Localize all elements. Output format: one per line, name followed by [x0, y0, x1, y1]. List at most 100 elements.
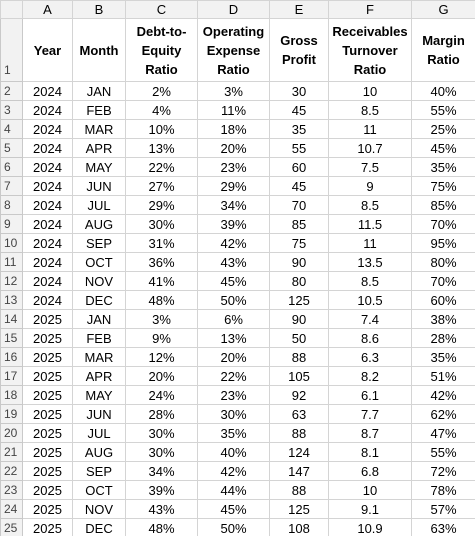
cell-margin-ratio[interactable]: 78%	[411, 480, 475, 500]
header-cell-year[interactable]: Year	[22, 18, 73, 82]
header-cell-debt-to-equity-ratio[interactable]: Debt-to- Equity Ratio	[125, 18, 198, 82]
row-number[interactable]: 16	[0, 347, 23, 367]
cell-margin-ratio[interactable]: 38%	[411, 309, 475, 329]
cell-month[interactable]: JUL	[72, 423, 126, 443]
row-number[interactable]: 8	[0, 195, 23, 215]
cell-margin-ratio[interactable]: 85%	[411, 195, 475, 215]
cell-month[interactable]: NOV	[72, 499, 126, 519]
column-header-e[interactable]: E	[269, 0, 329, 19]
cell-operating-expense-ratio[interactable]: 3%	[197, 81, 270, 101]
cell-gross-profit[interactable]: 125	[269, 290, 329, 310]
cell-debt-to-equity-ratio[interactable]: 31%	[125, 233, 198, 253]
cell-margin-ratio[interactable]: 60%	[411, 290, 475, 310]
cell-receivables-turnover-ratio[interactable]: 11	[328, 233, 412, 253]
header-cell-gross-profit[interactable]: Gross Profit	[269, 18, 329, 82]
cell-receivables-turnover-ratio[interactable]: 7.5	[328, 157, 412, 177]
header-cell-margin-ratio[interactable]: Margin Ratio	[411, 18, 475, 82]
cell-debt-to-equity-ratio[interactable]: 41%	[125, 271, 198, 291]
row-number[interactable]: 7	[0, 176, 23, 196]
cell-operating-expense-ratio[interactable]: 23%	[197, 157, 270, 177]
cell-year[interactable]: 2025	[22, 461, 73, 481]
cell-margin-ratio[interactable]: 51%	[411, 366, 475, 386]
cell-margin-ratio[interactable]: 70%	[411, 271, 475, 291]
cell-operating-expense-ratio[interactable]: 35%	[197, 423, 270, 443]
cell-month[interactable]: FEB	[72, 328, 126, 348]
cell-gross-profit[interactable]: 90	[269, 252, 329, 272]
cell-operating-expense-ratio[interactable]: 43%	[197, 252, 270, 272]
cell-gross-profit[interactable]: 88	[269, 480, 329, 500]
cell-gross-profit[interactable]: 30	[269, 81, 329, 101]
cell-debt-to-equity-ratio[interactable]: 12%	[125, 347, 198, 367]
cell-margin-ratio[interactable]: 42%	[411, 385, 475, 405]
cell-operating-expense-ratio[interactable]: 30%	[197, 404, 270, 424]
cell-operating-expense-ratio[interactable]: 11%	[197, 100, 270, 120]
cell-debt-to-equity-ratio[interactable]: 30%	[125, 214, 198, 234]
row-number[interactable]: 25	[0, 518, 23, 536]
cell-debt-to-equity-ratio[interactable]: 13%	[125, 138, 198, 158]
cell-receivables-turnover-ratio[interactable]: 8.7	[328, 423, 412, 443]
cell-year[interactable]: 2024	[22, 119, 73, 139]
cell-month[interactable]: AUG	[72, 442, 126, 462]
cell-debt-to-equity-ratio[interactable]: 4%	[125, 100, 198, 120]
row-number[interactable]: 22	[0, 461, 23, 481]
cell-receivables-turnover-ratio[interactable]: 7.7	[328, 404, 412, 424]
cell-gross-profit[interactable]: 90	[269, 309, 329, 329]
cell-year[interactable]: 2024	[22, 214, 73, 234]
cell-gross-profit[interactable]: 63	[269, 404, 329, 424]
cell-debt-to-equity-ratio[interactable]: 30%	[125, 423, 198, 443]
cell-margin-ratio[interactable]: 57%	[411, 499, 475, 519]
header-cell-operating-expense-ratio[interactable]: Operating Expense Ratio	[197, 18, 270, 82]
cell-operating-expense-ratio[interactable]: 45%	[197, 271, 270, 291]
cell-gross-profit[interactable]: 45	[269, 176, 329, 196]
cell-receivables-turnover-ratio[interactable]: 6.3	[328, 347, 412, 367]
column-header-b[interactable]: B	[72, 0, 126, 19]
cell-month[interactable]: JUN	[72, 176, 126, 196]
cell-debt-to-equity-ratio[interactable]: 48%	[125, 518, 198, 536]
cell-month[interactable]: SEP	[72, 233, 126, 253]
cell-month[interactable]: OCT	[72, 480, 126, 500]
cell-year[interactable]: 2025	[22, 442, 73, 462]
cell-margin-ratio[interactable]: 70%	[411, 214, 475, 234]
cell-operating-expense-ratio[interactable]: 50%	[197, 518, 270, 536]
cell-gross-profit[interactable]: 60	[269, 157, 329, 177]
cell-margin-ratio[interactable]: 95%	[411, 233, 475, 253]
cell-margin-ratio[interactable]: 72%	[411, 461, 475, 481]
cell-margin-ratio[interactable]: 45%	[411, 138, 475, 158]
row-number[interactable]: 5	[0, 138, 23, 158]
cell-receivables-turnover-ratio[interactable]: 8.1	[328, 442, 412, 462]
cell-debt-to-equity-ratio[interactable]: 22%	[125, 157, 198, 177]
cell-month[interactable]: OCT	[72, 252, 126, 272]
cell-operating-expense-ratio[interactable]: 34%	[197, 195, 270, 215]
row-number[interactable]: 1	[0, 18, 23, 82]
cell-year[interactable]: 2024	[22, 271, 73, 291]
cell-margin-ratio[interactable]: 47%	[411, 423, 475, 443]
cell-year[interactable]: 2024	[22, 233, 73, 253]
row-number[interactable]: 4	[0, 119, 23, 139]
cell-operating-expense-ratio[interactable]: 42%	[197, 233, 270, 253]
cell-receivables-turnover-ratio[interactable]: 10	[328, 81, 412, 101]
cell-year[interactable]: 2024	[22, 138, 73, 158]
cell-debt-to-equity-ratio[interactable]: 27%	[125, 176, 198, 196]
cell-debt-to-equity-ratio[interactable]: 48%	[125, 290, 198, 310]
cell-gross-profit[interactable]: 80	[269, 271, 329, 291]
cell-month[interactable]: MAY	[72, 385, 126, 405]
cell-debt-to-equity-ratio[interactable]: 39%	[125, 480, 198, 500]
cell-receivables-turnover-ratio[interactable]: 7.4	[328, 309, 412, 329]
cell-year[interactable]: 2025	[22, 309, 73, 329]
cell-margin-ratio[interactable]: 55%	[411, 100, 475, 120]
cell-year[interactable]: 2025	[22, 423, 73, 443]
cell-operating-expense-ratio[interactable]: 23%	[197, 385, 270, 405]
cell-gross-profit[interactable]: 85	[269, 214, 329, 234]
row-number[interactable]: 14	[0, 309, 23, 329]
cell-receivables-turnover-ratio[interactable]: 11.5	[328, 214, 412, 234]
column-header-d[interactable]: D	[197, 0, 270, 19]
cell-receivables-turnover-ratio[interactable]: 6.8	[328, 461, 412, 481]
cell-margin-ratio[interactable]: 55%	[411, 442, 475, 462]
cell-month[interactable]: JAN	[72, 81, 126, 101]
cell-debt-to-equity-ratio[interactable]: 28%	[125, 404, 198, 424]
cell-receivables-turnover-ratio[interactable]: 8.5	[328, 271, 412, 291]
cell-debt-to-equity-ratio[interactable]: 29%	[125, 195, 198, 215]
cell-gross-profit[interactable]: 124	[269, 442, 329, 462]
cell-debt-to-equity-ratio[interactable]: 24%	[125, 385, 198, 405]
row-number[interactable]: 18	[0, 385, 23, 405]
